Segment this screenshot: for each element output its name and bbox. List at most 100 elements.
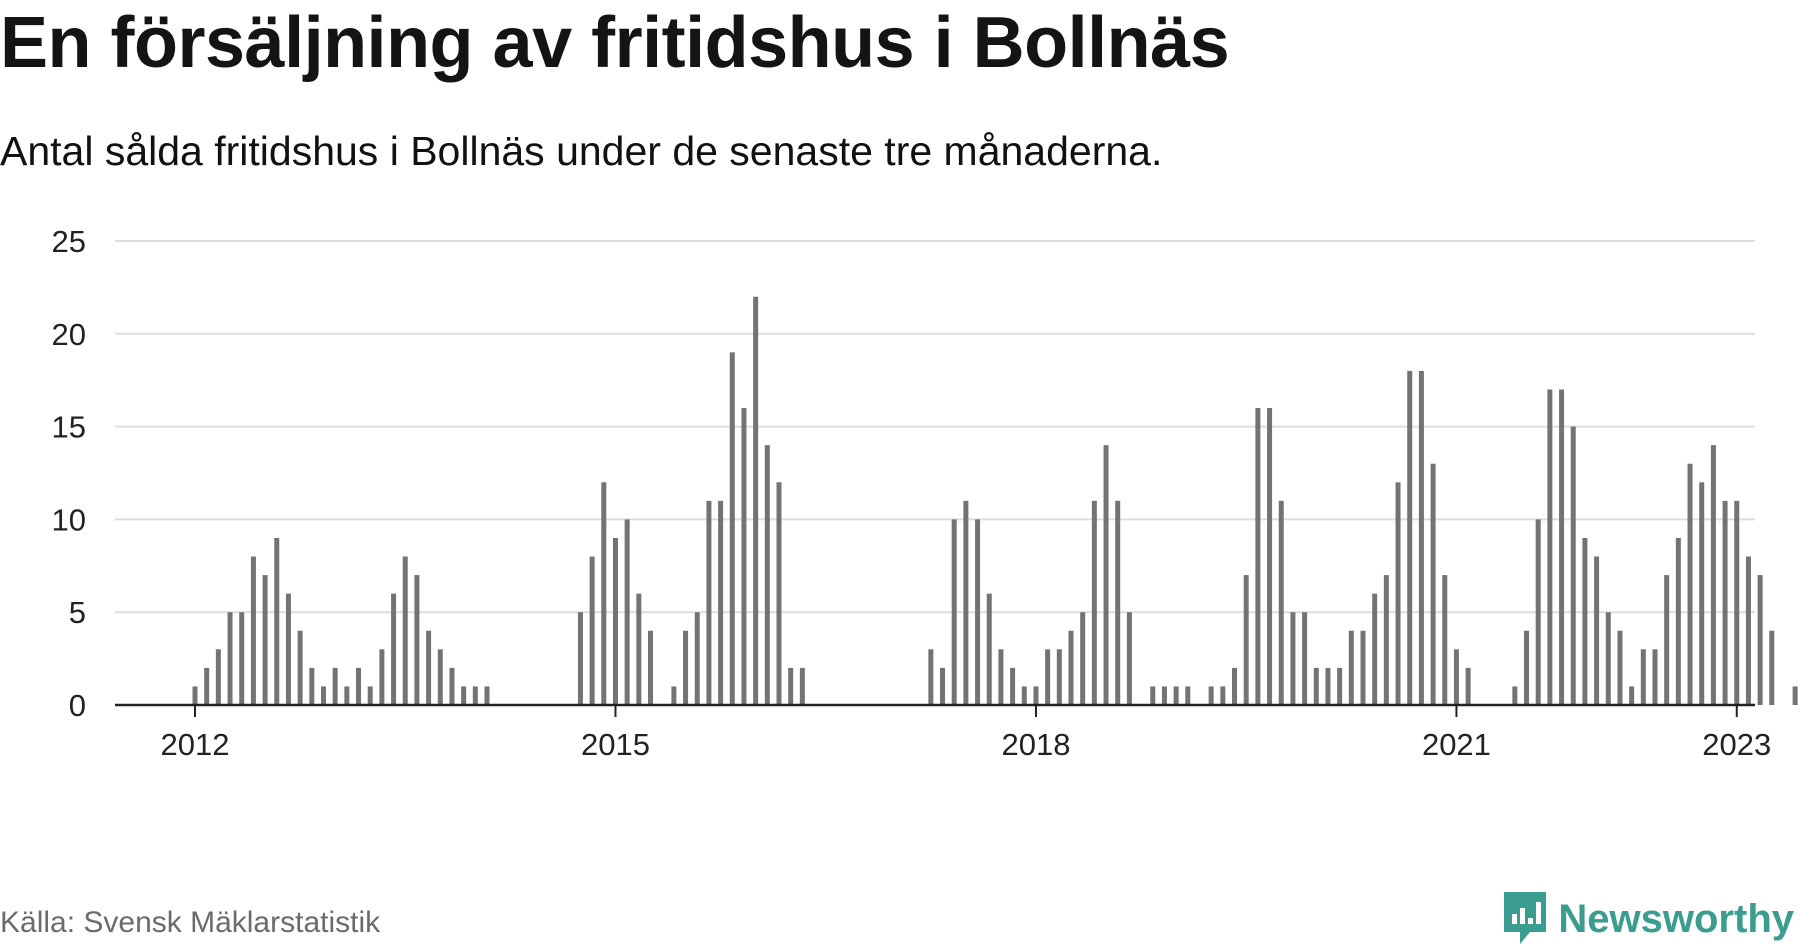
bar xyxy=(718,500,724,705)
bar xyxy=(1640,649,1646,705)
bar xyxy=(1103,445,1109,705)
bar xyxy=(250,556,256,705)
bar xyxy=(764,445,770,705)
bar xyxy=(601,482,607,705)
bar xyxy=(402,556,408,705)
bar xyxy=(1290,612,1296,705)
chart-title: En försäljning av fritidshus i Bollnäs xyxy=(0,3,1230,83)
logo-wordmark: Newsworthy xyxy=(1558,896,1794,941)
newsworthy-logo-icon xyxy=(1504,892,1547,944)
bar xyxy=(1115,500,1121,705)
bar xyxy=(1161,686,1167,705)
bar xyxy=(461,686,467,705)
bar xyxy=(1126,612,1132,705)
bar xyxy=(1068,630,1074,705)
bar xyxy=(1710,445,1716,705)
bar xyxy=(344,686,350,705)
bar xyxy=(648,630,654,705)
bar xyxy=(776,482,782,705)
bar xyxy=(332,667,338,705)
bar xyxy=(391,593,397,705)
bar xyxy=(1232,667,1238,705)
bar xyxy=(297,630,303,705)
bar xyxy=(612,537,618,705)
bar xyxy=(1418,370,1424,705)
y-tick-label: 25 xyxy=(52,224,86,259)
bar xyxy=(1547,389,1553,705)
bar xyxy=(1524,630,1530,705)
bar xyxy=(472,686,478,705)
bar xyxy=(753,296,759,705)
bar xyxy=(1255,408,1261,705)
bar xyxy=(1383,575,1389,705)
x-tick-label: 2018 xyxy=(1001,727,1070,762)
bar xyxy=(204,667,210,705)
bar xyxy=(1559,389,1565,705)
bar xyxy=(1080,612,1086,705)
bar xyxy=(1302,612,1308,705)
bar xyxy=(1664,575,1670,705)
bar xyxy=(1757,575,1763,705)
y-tick-label: 20 xyxy=(52,317,86,352)
bar xyxy=(741,408,747,705)
bar xyxy=(426,630,432,705)
bar xyxy=(1745,556,1751,705)
bar xyxy=(1512,686,1518,705)
bar xyxy=(192,686,198,705)
bar xyxy=(1185,686,1191,705)
bar xyxy=(1021,686,1027,705)
bar xyxy=(1582,537,1588,705)
source-note: Källa: Svensk Mäklarstatistik xyxy=(0,906,381,939)
bar xyxy=(1465,667,1471,705)
x-tick-label: 2015 xyxy=(581,727,650,762)
bar xyxy=(1769,630,1775,705)
bar xyxy=(1045,649,1051,705)
bar xyxy=(309,667,315,705)
bar xyxy=(1372,593,1378,705)
x-tick-label: 2021 xyxy=(1422,727,1491,762)
x-tick-label: 2023 xyxy=(1702,727,1771,762)
y-tick-label: 5 xyxy=(69,595,86,630)
bar xyxy=(1535,519,1541,705)
bar xyxy=(998,649,1004,705)
bar xyxy=(706,500,712,705)
bar xyxy=(940,667,946,705)
bar xyxy=(379,649,385,705)
bar xyxy=(1208,686,1214,705)
bar xyxy=(1220,686,1226,705)
bar xyxy=(1605,612,1611,705)
bar xyxy=(1699,482,1705,705)
bar xyxy=(262,575,268,705)
bar xyxy=(1056,649,1062,705)
bar xyxy=(671,686,677,705)
bar xyxy=(1453,649,1459,705)
bar xyxy=(1313,667,1319,705)
bar xyxy=(1267,408,1273,705)
bar xyxy=(1348,630,1354,705)
bar xyxy=(683,630,689,705)
bar xyxy=(963,500,969,705)
bar xyxy=(1278,500,1284,705)
bar xyxy=(986,593,992,705)
bar xyxy=(1652,649,1658,705)
bar xyxy=(1594,556,1600,705)
bar xyxy=(1617,630,1623,705)
bar xyxy=(215,649,221,705)
bar xyxy=(1337,667,1343,705)
bar xyxy=(1395,482,1401,705)
bar xyxy=(636,593,642,705)
bar xyxy=(1150,686,1156,705)
bar xyxy=(1442,575,1448,705)
bar xyxy=(951,519,957,705)
bar xyxy=(1629,686,1635,705)
bar xyxy=(1033,686,1039,705)
x-tick-label: 2012 xyxy=(161,727,230,762)
bar xyxy=(449,667,455,705)
bar xyxy=(1243,575,1249,705)
bar xyxy=(1407,370,1413,705)
bar xyxy=(320,686,326,705)
bar xyxy=(1722,500,1728,705)
bar-chart: 0510152025201220152018202120231 xyxy=(52,224,1798,762)
bar xyxy=(975,519,981,705)
chart-subtitle: Antal sålda fritidshus i Bollnäs under d… xyxy=(0,128,1163,174)
